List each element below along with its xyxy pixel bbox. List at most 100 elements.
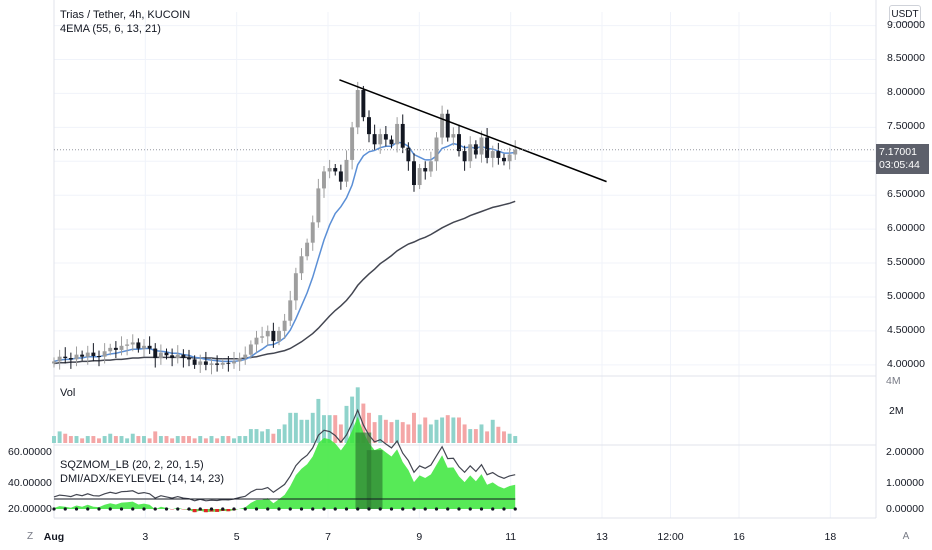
candle-body-4 bbox=[74, 354, 79, 360]
squeeze-dot-58 bbox=[378, 507, 382, 511]
candle-body-10 bbox=[108, 347, 113, 352]
volume-bar-76 bbox=[479, 424, 484, 443]
candle-body-43 bbox=[293, 273, 298, 301]
squeeze-dot-6 bbox=[86, 507, 90, 511]
candle-body-73 bbox=[462, 151, 467, 162]
squeeze-dot-22 bbox=[176, 507, 180, 511]
squeeze-dot-48 bbox=[322, 507, 326, 511]
volume-bar-58 bbox=[378, 415, 383, 443]
squeeze-dot-12 bbox=[119, 507, 124, 511]
squeeze-dot-70 bbox=[446, 507, 450, 511]
volume-bar-43 bbox=[293, 412, 298, 443]
volume-bar-64 bbox=[412, 412, 416, 443]
ema-slow-path bbox=[53, 200, 516, 365]
squeeze-dot-78 bbox=[491, 507, 495, 511]
candle-body-79 bbox=[496, 151, 501, 158]
squeeze-dot-44 bbox=[299, 507, 304, 511]
volume-bar-74 bbox=[468, 429, 473, 443]
candle-body-61 bbox=[395, 123, 400, 145]
squeeze-dot-50 bbox=[333, 507, 337, 511]
squeeze-dot-54 bbox=[356, 507, 360, 511]
time-tick-4: 9 bbox=[416, 531, 423, 543]
volume-bar-16 bbox=[142, 436, 146, 443]
volume-bar-68 bbox=[434, 419, 439, 443]
volume-bar-12 bbox=[119, 436, 124, 443]
candle-body-22 bbox=[175, 354, 180, 359]
trendline[interactable] bbox=[339, 79, 607, 183]
volume-bar-60 bbox=[389, 422, 394, 443]
volume-bar-38 bbox=[265, 429, 270, 443]
squeeze-dot-76 bbox=[479, 507, 484, 511]
squeeze-dot-38 bbox=[266, 507, 270, 511]
volume-bar-25 bbox=[192, 438, 197, 443]
zoom-reset-button[interactable]: Z bbox=[26, 531, 34, 542]
price-tick-2: 8.00000 bbox=[887, 86, 925, 99]
currency-selector[interactable]: USDT bbox=[889, 5, 921, 23]
candle-body-32 bbox=[232, 361, 236, 364]
volume-bar-32 bbox=[232, 438, 236, 443]
candle-body-33 bbox=[237, 358, 242, 362]
volume-bar-23 bbox=[181, 436, 186, 443]
symbol-title[interactable]: Trias / Tether, 4h, KUCOIN bbox=[60, 9, 191, 21]
squeeze-dot-42 bbox=[288, 507, 292, 511]
trendline-segment[interactable] bbox=[339, 79, 607, 183]
volume-bar-56 bbox=[367, 412, 371, 443]
candle-body-31 bbox=[226, 362, 231, 364]
dmi-legend[interactable]: DMI/ADX/KEYLEVEL (14, 14, 23) bbox=[60, 473, 225, 485]
squeeze-dot-64 bbox=[412, 507, 416, 511]
volume-bar-50 bbox=[333, 415, 338, 443]
candle-body-38 bbox=[265, 330, 270, 337]
price-tick-10: 4.00000 bbox=[887, 357, 925, 370]
squeeze-dot-26 bbox=[198, 507, 202, 511]
sqzmom-legend[interactable]: SQZMOM_LB (20, 2, 20, 1.5) bbox=[60, 459, 204, 471]
candle-body-64 bbox=[412, 161, 416, 186]
squeeze-dot-82 bbox=[513, 507, 517, 511]
volume-bar-52 bbox=[344, 405, 349, 443]
time-tick-3: 7 bbox=[325, 531, 331, 543]
candle-body-0 bbox=[52, 361, 56, 364]
candle-body-47 bbox=[316, 188, 321, 223]
volume-bar-49 bbox=[327, 415, 332, 443]
candle-body-8 bbox=[97, 356, 101, 358]
volume-bar-75 bbox=[473, 429, 478, 443]
time-tick-0: Aug bbox=[43, 531, 65, 543]
candlestick-series bbox=[52, 81, 518, 375]
osc-left-tick-20: 20.00000 bbox=[8, 503, 52, 515]
candle-body-11 bbox=[113, 347, 118, 350]
volume-bar-67 bbox=[428, 424, 433, 443]
candle-body-77 bbox=[485, 137, 490, 158]
candle-body-28 bbox=[209, 363, 214, 365]
volume-bar-34 bbox=[243, 436, 248, 443]
price-tick-7: 5.50000 bbox=[887, 256, 925, 269]
indicator-legend[interactable]: 4EMA (55, 6, 13, 21) bbox=[60, 23, 161, 35]
auto-scale-button[interactable]: A bbox=[902, 531, 910, 542]
candle-body-2 bbox=[63, 356, 68, 359]
candle-body-26 bbox=[198, 361, 203, 365]
candle-body-5 bbox=[80, 354, 85, 357]
candle-body-46 bbox=[310, 222, 315, 243]
volume-bar-28 bbox=[209, 436, 214, 443]
volume-bar-10 bbox=[108, 433, 113, 443]
volume-bar-62 bbox=[400, 422, 405, 443]
candle-body-17 bbox=[147, 345, 152, 349]
sqz-neg-bar-29 bbox=[215, 509, 220, 512]
volume-legend[interactable]: Vol bbox=[60, 387, 76, 399]
candle-body-23 bbox=[181, 354, 186, 359]
sqz-neg-bar-31 bbox=[226, 509, 231, 512]
squeeze-dot-36 bbox=[254, 507, 259, 511]
volume-bar-14 bbox=[130, 433, 135, 443]
sqz-neg-bar-27 bbox=[203, 509, 208, 513]
volume-bar-1 bbox=[57, 431, 62, 443]
volume-bar-59 bbox=[383, 419, 388, 443]
squeeze-dot-32 bbox=[232, 507, 236, 511]
volume-bar-8 bbox=[97, 438, 101, 443]
squeeze-dot-46 bbox=[311, 507, 315, 511]
candle-body-21 bbox=[170, 355, 175, 359]
sqz-momentum-area bbox=[54, 416, 516, 513]
volume-bar-37 bbox=[260, 431, 265, 443]
candle-body-55 bbox=[361, 90, 366, 118]
candle-body-19 bbox=[158, 352, 163, 359]
volume-bar-4 bbox=[74, 436, 79, 443]
squeeze-dot-10 bbox=[108, 507, 112, 511]
